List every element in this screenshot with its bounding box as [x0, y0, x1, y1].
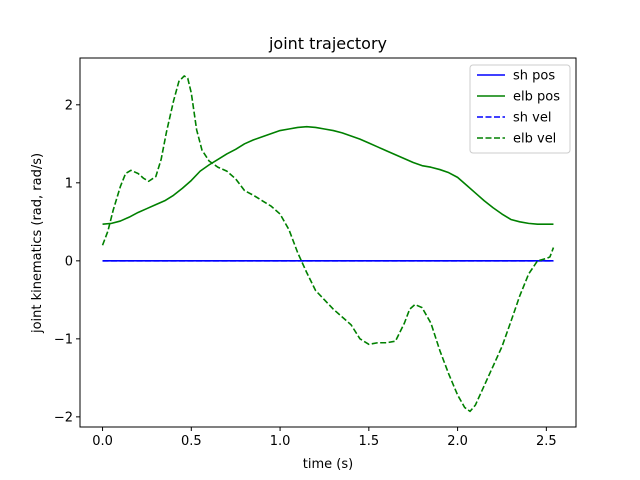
y-tick-label: −2 [54, 410, 73, 425]
x-tick-label: 0.5 [181, 434, 202, 449]
series-line-elb-pos [102, 125, 554, 225]
x-tick-label: 0.0 [92, 434, 113, 449]
y-tick-label: 0 [65, 254, 73, 269]
x-tick-label: 1.0 [270, 434, 291, 449]
legend-label: elb pos [513, 90, 560, 105]
series-line-elb-vel [101, 75, 555, 413]
y-tick-label: 1 [65, 176, 73, 191]
legend: sh pos elb pos sh vel elb vel [469, 64, 571, 154]
y-axis-label: joint kinematics (rad, rad/s) [30, 153, 45, 334]
x-tick-label: 2.0 [447, 434, 468, 449]
chart-title: joint trajectory [268, 34, 387, 53]
plot-area [101, 75, 555, 413]
x-axis-label: time (s) [303, 457, 353, 472]
legend-label: sh vel [513, 111, 551, 126]
axes-frame [79, 57, 577, 428]
legend-label: elb vel [513, 132, 556, 147]
x-tick-label: 2.5 [536, 434, 557, 449]
x-axis: 0.0 0.5 1.0 1.5 2.0 2.5 [92, 427, 557, 449]
legend-label: sh pos [513, 69, 555, 84]
legend-box [469, 64, 571, 154]
y-tick-label: 2 [65, 98, 73, 113]
y-tick-label: −1 [54, 332, 73, 347]
y-axis: −2 −1 0 1 2 [54, 98, 80, 425]
x-tick-label: 1.5 [358, 434, 379, 449]
